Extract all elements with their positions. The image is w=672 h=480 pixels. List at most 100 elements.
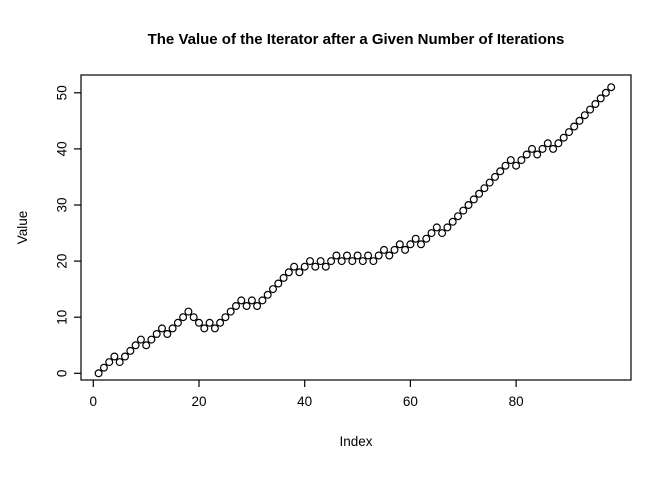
data-point [247,296,256,305]
data-point [147,335,156,344]
y-tick-label: 30 [55,197,70,212]
data-point [300,262,309,271]
data-point [538,144,547,153]
data-point [496,167,505,176]
data-point [226,307,235,316]
data-point [475,189,484,198]
data-point [374,251,383,260]
data-point [237,296,246,305]
data-point [395,240,404,249]
data-point [454,212,463,221]
x-tick-label: 80 [509,394,524,409]
data-point [221,313,230,322]
data-point [570,122,579,131]
data-point [189,313,198,322]
data-point [269,285,278,294]
data-point [527,144,536,153]
data-point [343,251,352,260]
data-point [353,251,362,260]
data-point [152,330,161,339]
plot-frame [80,74,632,381]
data-point [142,341,151,350]
x-tick-label: 40 [297,394,312,409]
data-point [443,223,452,232]
data-point [596,94,605,103]
data-point [422,234,431,243]
chart-title: The Value of the Iterator after a Given … [148,31,565,48]
data-point [242,302,251,311]
data-point [321,262,330,271]
data-point [279,273,288,282]
data-point [316,257,325,266]
data-point [332,251,341,260]
data-point [105,358,114,367]
data-point [491,172,500,181]
data-point [284,268,293,277]
x-tick-label: 20 [191,394,206,409]
data-point [559,133,568,142]
data-point [380,245,389,254]
data-point [94,369,103,378]
data-point [184,307,193,316]
data-point [210,324,219,333]
y-tick-label: 20 [55,254,70,269]
data-point [406,240,415,249]
data-point [168,324,177,333]
data-point [99,363,108,372]
data-point [232,302,241,311]
data-point [120,352,129,361]
data-point [263,290,272,299]
data-point [543,139,552,148]
data-point [517,156,526,165]
data-point [290,262,299,271]
data-point [432,223,441,232]
data-point [564,128,573,137]
data-point [601,88,610,97]
data-point [485,178,494,187]
data-point [480,184,489,193]
data-point [358,257,367,266]
data-point [163,330,172,339]
x-tick-label: 0 [90,394,98,409]
data-point [258,296,267,305]
plot-layer: 0 20 40 60 80 0 10 20 30 40 50 [55,74,632,409]
y-tick-label: 50 [55,85,70,100]
data-point [205,318,214,327]
data-point [586,105,595,114]
data-point [385,251,394,260]
data-point [575,116,584,125]
data-point [306,257,315,266]
data-point [110,352,119,361]
data-point [369,257,378,266]
data-point [173,318,182,327]
y-tick-label: 10 [55,310,70,325]
y-axis-label: Value [15,211,30,245]
data-point [337,257,346,266]
data-point [274,279,283,288]
y-tick-label: 0 [55,370,70,378]
data-point [200,324,209,333]
data-point [216,318,225,327]
data-point [131,341,140,350]
data-point [348,257,357,266]
x-axis-label: Index [339,434,372,449]
data-point [417,240,426,249]
data-point [311,262,320,271]
data-point [195,318,204,327]
data-point [427,229,436,238]
data-point [506,156,515,165]
data-point [364,251,373,260]
data-point [549,144,558,153]
data-point [607,83,616,92]
data-point [390,245,399,254]
data-point [126,346,135,355]
data-point [158,324,167,333]
data-point [295,268,304,277]
data-point [438,229,447,238]
data-point [459,206,468,215]
x-tick-label: 60 [403,394,418,409]
data-point [253,302,262,311]
data-point [327,257,336,266]
